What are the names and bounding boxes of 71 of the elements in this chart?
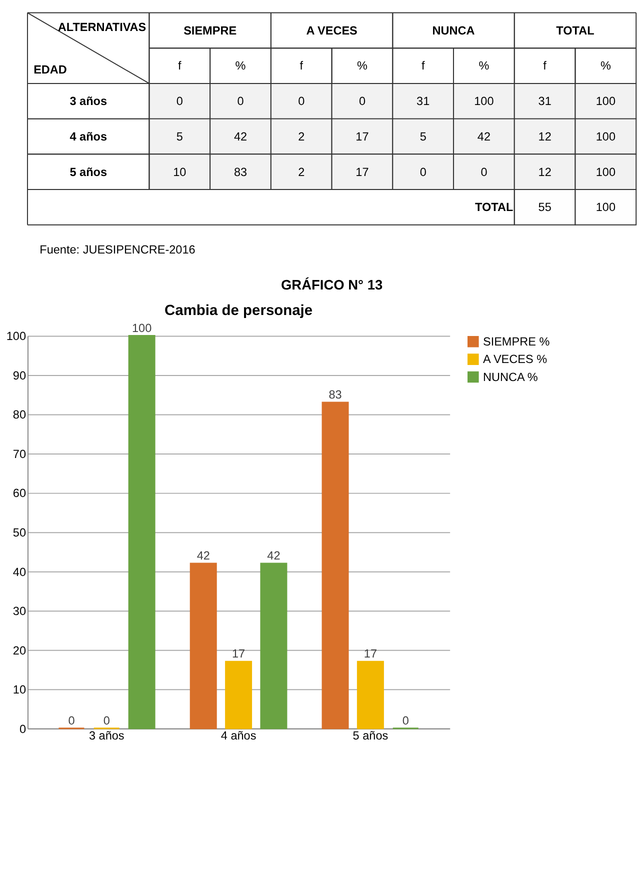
data-label: 17 xyxy=(356,166,369,179)
legend-label: NUNCA % xyxy=(482,370,538,384)
data-label: 42 xyxy=(196,550,210,563)
y-tick-label: 80 xyxy=(12,408,26,422)
data-label: 42 xyxy=(477,130,490,144)
x-tick-label: f xyxy=(421,60,426,73)
data-label: 42 xyxy=(267,550,280,563)
y-tick-label: 100 xyxy=(6,330,26,344)
y-tick-label: 5 años xyxy=(70,166,108,179)
data-label: 0 xyxy=(237,95,244,108)
data-label: 55 xyxy=(538,201,552,214)
data-label: 100 xyxy=(596,95,616,108)
x-tick-label: % xyxy=(600,60,612,73)
x-tick-label: % xyxy=(235,60,246,73)
y-tick-label: 20 xyxy=(12,644,26,658)
y-tick-label: 30 xyxy=(12,605,26,618)
text: SIEMPRE xyxy=(184,24,237,38)
y-tick-label: 40 xyxy=(12,566,26,579)
data-label: 12 xyxy=(538,166,552,179)
data-label: 100 xyxy=(596,166,616,179)
y-tick-label: 10 xyxy=(12,684,26,697)
text: GRÁFICO N° 13 xyxy=(280,276,383,293)
x-tick-label: 3 años xyxy=(88,730,124,743)
data-label: 17 xyxy=(364,648,377,661)
data-label: 2 xyxy=(298,166,305,179)
annotation: TOTAL xyxy=(475,201,514,214)
y-tick-label: 3 años xyxy=(70,95,108,108)
data-label: 12 xyxy=(538,130,552,144)
source-note: Fuente: JUESIPENCRE-2016 xyxy=(40,244,196,256)
data-label: 31 xyxy=(416,95,430,108)
x-tick-label: % xyxy=(356,60,368,73)
x-tick-label: % xyxy=(478,60,490,73)
data-label: 0 xyxy=(298,95,306,108)
x-axis-title: ALTERNATIVAS xyxy=(58,20,146,34)
data-label: 2 xyxy=(298,130,305,144)
data-label: 17 xyxy=(356,130,369,144)
data-label: 0 xyxy=(480,166,488,179)
x-tick-label: f xyxy=(543,60,548,73)
y-tick-label: 70 xyxy=(12,448,26,461)
data-label: 17 xyxy=(232,648,246,661)
legend-label: A VECES % xyxy=(482,353,548,366)
x-tick-label: f xyxy=(300,60,304,73)
x-tick-label: f xyxy=(178,60,182,73)
data-label: 83 xyxy=(234,166,248,179)
x-tick-label: 4 años xyxy=(220,730,256,743)
data-label: 5 xyxy=(420,130,427,144)
data-label: 0 xyxy=(420,166,427,179)
data-label: 31 xyxy=(538,95,552,108)
data-label: 100 xyxy=(596,130,616,144)
chart-title: Cambia de personaje xyxy=(164,303,313,320)
data-label: 100 xyxy=(132,322,152,335)
data-label: 0 xyxy=(176,95,184,108)
y-tick-label: 0 xyxy=(19,722,26,736)
x-tick-label: 5 años xyxy=(352,730,388,743)
data-label: 10 xyxy=(173,166,187,179)
data-label: 0 xyxy=(358,95,366,108)
y-tick-label: 50 xyxy=(12,526,26,540)
data-label: 42 xyxy=(234,130,248,144)
data-label: 5 xyxy=(176,130,184,144)
y-tick-label: 4 años xyxy=(70,130,108,144)
data-label: 100 xyxy=(474,95,494,108)
data-label: 83 xyxy=(328,388,342,402)
text: A VECES xyxy=(306,24,358,38)
data-label: 0 xyxy=(402,714,410,728)
data-label: 100 xyxy=(596,201,616,214)
legend-label: SIEMPRE % xyxy=(482,336,550,349)
text: NUNCA xyxy=(432,24,476,38)
y-tick-label: 60 xyxy=(12,487,26,500)
y-tick-label: 90 xyxy=(12,369,26,382)
text: TOTAL xyxy=(556,24,594,38)
y-axis-title: EDAD xyxy=(34,63,67,76)
